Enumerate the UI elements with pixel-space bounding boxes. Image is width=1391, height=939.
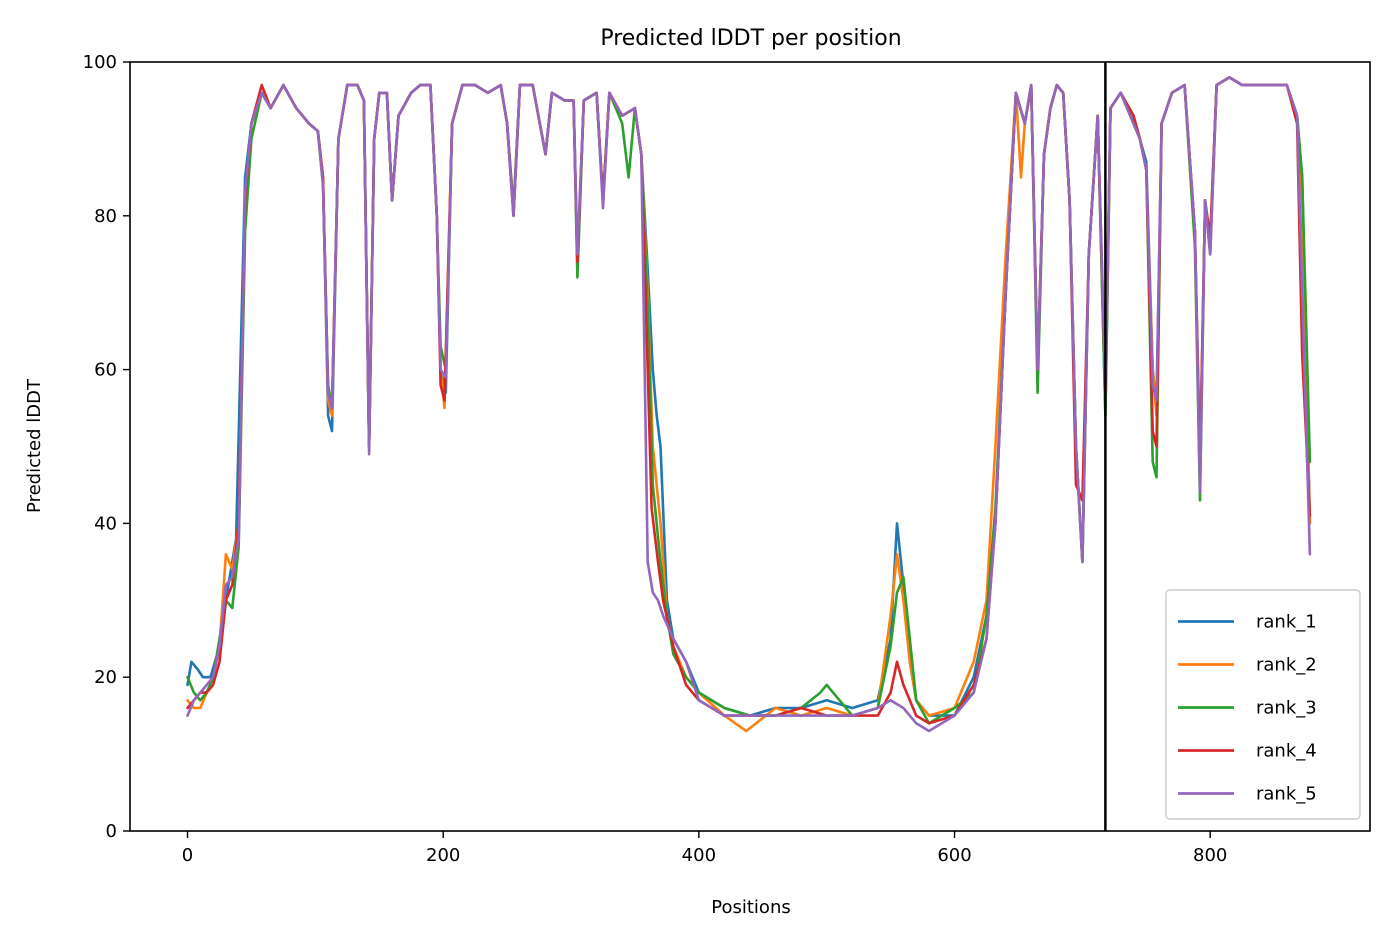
y-tick-label: 20 [94, 667, 117, 688]
series-line-rank-5 [186, 76, 1312, 733]
x-tick-label: 400 [682, 845, 716, 866]
legend: rank_1 rank_2 rank_3 rank_4 rank_5 [1165, 589, 1361, 820]
plot-area [186, 62, 1312, 831]
legend-label-rank-2: rank_2 [1256, 655, 1317, 676]
y-tick-label: 100 [83, 52, 117, 73]
legend-label-rank-5: rank_5 [1256, 784, 1317, 805]
chart-title: Predicted lDDT per position [600, 26, 901, 51]
y-tick-label: 0 [106, 821, 117, 842]
x-axis-label: Positions [711, 897, 790, 918]
legend-label-rank-4: rank_4 [1256, 741, 1317, 762]
axes-frame [129, 61, 1371, 832]
x-tick-label: 0 [182, 845, 193, 866]
x-tick-label: 600 [937, 845, 971, 866]
y-tick-label: 60 [94, 360, 117, 381]
y-axis: 0 20 40 60 80 100 [83, 52, 130, 842]
x-tick-label: 200 [426, 845, 460, 866]
legend-label-rank-3: rank_3 [1256, 698, 1317, 719]
x-tick-label: 800 [1193, 845, 1227, 866]
y-tick-label: 40 [94, 513, 117, 534]
legend-label-rank-1: rank_1 [1256, 612, 1317, 633]
legend-box [1165, 589, 1361, 820]
y-axis-label: Predicted lDDT [24, 378, 45, 513]
y-tick-label: 80 [94, 206, 117, 227]
x-axis: 0 200 400 600 800 [182, 831, 1227, 866]
